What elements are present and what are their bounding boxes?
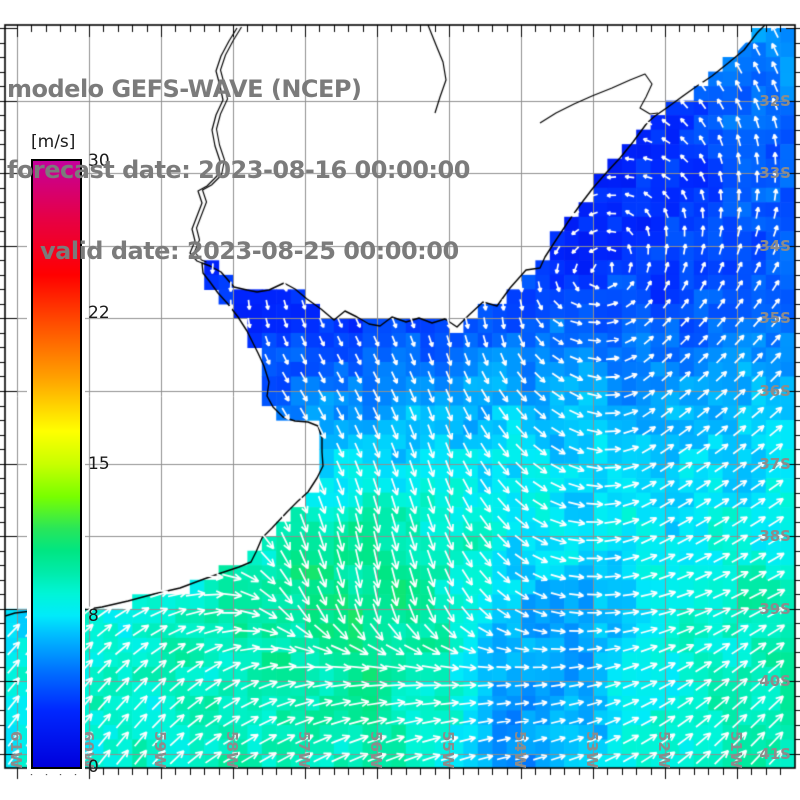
- lon-label: 54W: [511, 731, 529, 769]
- lat-label: 38S: [759, 527, 791, 546]
- valid-date-line: valid date: 2023-08-25 00:00:00: [40, 237, 459, 265]
- colorbar-tick-label: 8: [88, 605, 99, 626]
- lat-label: 34S: [759, 236, 791, 255]
- colorbar-tick-label: 22: [88, 302, 110, 323]
- lat-label: 39S: [759, 599, 791, 618]
- lat-label: 33S: [759, 164, 791, 183]
- model-title: modelo GEFS-WAVE (NCEP): [7, 75, 362, 103]
- forecast-date-line: forecast date: 2023-08-16 00:00:00: [7, 156, 470, 184]
- colorbar-tick-label: 15: [88, 454, 110, 474]
- lon-label: 52W: [655, 731, 673, 769]
- plot-title-block: modelo GEFS-WAVE (NCEP) forecast date: 2…: [7, 22, 470, 319]
- lon-label: 51W: [727, 731, 745, 769]
- lat-label: 36S: [759, 382, 791, 400]
- lat-label: 35S: [759, 309, 791, 328]
- lon-label: 57W: [295, 731, 313, 769]
- lon-label: 56W: [367, 731, 385, 769]
- lon-label: 55W: [439, 731, 457, 769]
- colorbar: [31, 159, 82, 769]
- lat-label: 41S: [759, 745, 791, 763]
- lat-label: 32S: [759, 91, 791, 110]
- lon-label: 53W: [583, 731, 601, 769]
- colorbar-unit-label: [m/s]: [31, 132, 76, 152]
- lat-label: 37S: [759, 454, 791, 473]
- colorbar-tick-label: 30: [88, 151, 110, 171]
- lon-label: 61W: [7, 731, 25, 769]
- colorbar-tick-label: 0: [88, 757, 99, 777]
- lon-label: 59W: [151, 731, 169, 769]
- lat-label: 40S: [759, 672, 791, 691]
- lon-label: 58W: [223, 731, 241, 769]
